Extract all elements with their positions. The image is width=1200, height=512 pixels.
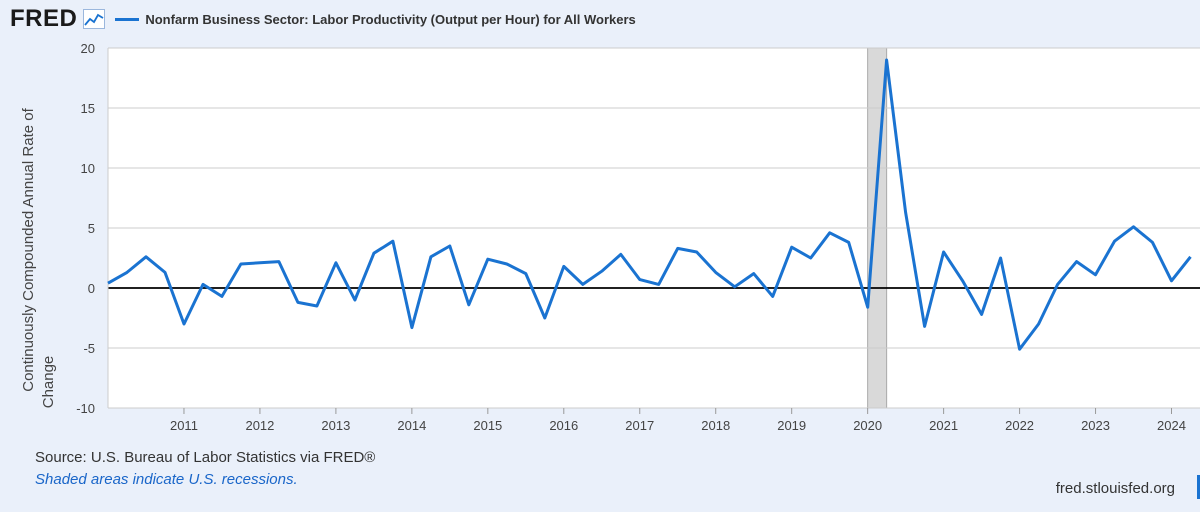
x-tick-label: 2015 <box>473 418 502 433</box>
x-tick-label: 2017 <box>625 418 654 433</box>
fred-url[interactable]: fred.stlouisfed.org <box>1055 480 1175 497</box>
legend-swatch <box>115 17 140 21</box>
x-tick-label: 2016 <box>549 418 578 433</box>
y-tick-label: 10 <box>81 161 95 176</box>
chart-header: FRED Nonfarm Business Sector: Labor Prod… <box>10 5 636 32</box>
y-tick-label: 0 <box>88 281 95 296</box>
x-tick-label: 2012 <box>245 418 274 433</box>
y-axis-ticks: -10 -5 0 5 10 15 20 <box>76 41 95 416</box>
series-title[interactable]: Nonfarm Business Sector: Labor Productiv… <box>145 11 636 27</box>
y-tick-label: 5 <box>88 221 95 236</box>
y-tick-label: -10 <box>76 401 95 416</box>
series-line <box>107 58 1192 351</box>
source-note: Source: U.S. Bureau of Labor Statistics … <box>35 449 376 466</box>
x-tick-label: 2024 <box>1157 418 1186 433</box>
x-tick-label: 2019 <box>777 418 806 433</box>
recession-note: Shaded areas indicate U.S. recessions. <box>35 471 298 488</box>
scroll-handle <box>1197 475 1200 499</box>
x-tick-label: 2022 <box>1005 418 1034 433</box>
y-tick-label: 15 <box>81 101 95 116</box>
x-tick-label: 2020 <box>853 418 882 433</box>
x-tick-label: 2011 <box>170 418 198 433</box>
x-tick-label: 2018 <box>701 418 730 433</box>
x-tick-label: 2021 <box>929 418 958 433</box>
y-tick-label: 20 <box>81 41 95 56</box>
y-tick-label: -5 <box>83 341 95 356</box>
trend-line-icon <box>83 9 106 29</box>
fred-logo[interactable]: FRED <box>10 5 78 32</box>
x-axis-ticks: 2011 2012 2013 2014 2015 2016 2017 2018 2019 2020… <box>170 408 1186 433</box>
y-axis-label: Continuously Compounded Annual Rate of <box>20 107 37 391</box>
x-tick-label: 2014 <box>397 418 426 433</box>
y-axis-label-line-2: Change <box>40 356 57 409</box>
x-tick-label: 2023 <box>1081 418 1110 433</box>
x-tick-label: 2013 <box>321 418 350 433</box>
